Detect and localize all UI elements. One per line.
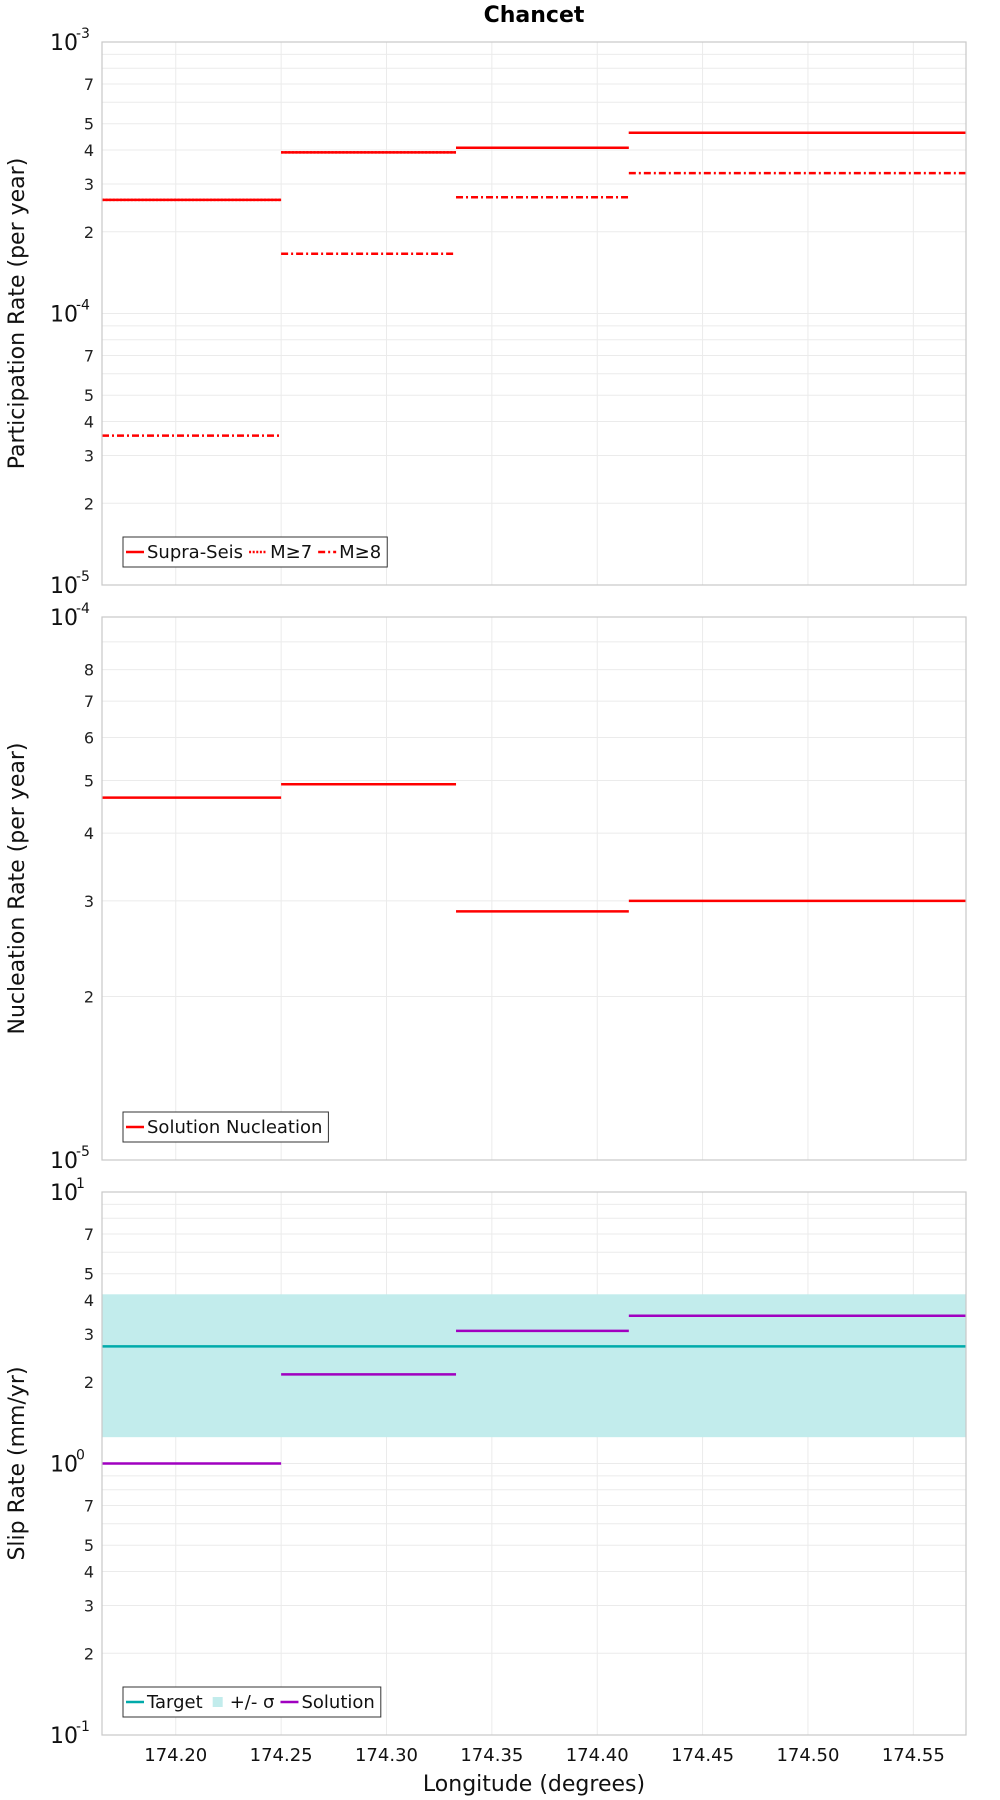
legend-label: +/- σ [230,1692,275,1713]
y-tick-label: 4 [84,413,94,432]
y-major-tick-label: 10 [50,1724,78,1749]
y-tick-label: 7 [84,1225,94,1244]
y-tick-label: 3 [84,446,94,465]
x-tick-label: 174.20 [144,1745,207,1766]
x-tick-label: 174.45 [671,1745,734,1766]
y-tick-label: 4 [84,141,94,160]
y-tick-label: 5 [84,115,94,134]
y-tick-label: 3 [84,175,94,194]
y-major-tick-label: 10 [50,606,78,631]
y-major-tick-exponent: -4 [76,601,90,617]
y-axis-label: Nucleation Rate (per year) [5,743,30,1035]
y-tick-label: 5 [84,386,94,405]
legend-label: M≥8 [339,542,381,563]
x-axis-label: Longitude (degrees) [423,1772,645,1797]
sigma-band [102,1294,966,1438]
legend-box [122,536,388,568]
y-major-tick-label: 10 [50,1453,78,1478]
y-tick-label: 4 [84,1291,94,1310]
y-tick-label: 6 [84,728,94,747]
y-major-tick-exponent: 1 [76,1176,85,1192]
y-tick-label: 2 [84,988,94,1007]
legend-label: Solution Nucleation [147,1117,322,1138]
y-tick-label: 8 [84,661,94,680]
legend-box [122,1111,329,1143]
x-tick-label: 174.35 [460,1745,523,1766]
plot-area [102,617,966,1160]
y-tick-label: 7 [84,692,94,711]
legend: Solution Nucleation [122,1111,329,1143]
y-tick-label: 7 [84,1497,94,1516]
legend-label: Supra-Seis [147,542,243,563]
x-tick-label: 174.40 [566,1745,629,1766]
y-tick-label: 7 [84,347,94,366]
y-tick-label: 3 [84,1325,94,1344]
x-tick-label: 174.30 [355,1745,418,1766]
x-tick-label: 174.25 [250,1745,313,1766]
y-tick-label: 5 [84,1265,94,1284]
y-tick-label: 2 [84,494,94,513]
legend-label: Solution [301,1692,374,1713]
y-major-tick-label: 10 [50,1149,78,1174]
x-tick-label: 174.50 [776,1745,839,1766]
y-tick-label: 4 [84,1563,94,1582]
chart-title: Chancet [484,3,585,28]
y-tick-label: 2 [84,223,94,242]
legend-label: M≥7 [270,542,312,563]
y-tick-label: 3 [84,1596,94,1615]
y-axis-label: Participation Rate (per year) [5,158,30,470]
legend-swatch [212,1697,223,1707]
plot-frame [101,1191,967,1736]
y-tick-label: 2 [84,1373,94,1392]
legend: Supra-Seis M≥7 M≥8 [122,536,388,568]
legend-label: Target [146,1692,203,1713]
y-tick-label: 3 [84,892,94,911]
y-major-tick-exponent: -3 [76,26,90,42]
plot-frame [101,616,967,1161]
y-major-tick-label: 10 [50,303,78,328]
y-major-tick-exponent: -1 [76,1719,90,1735]
y-major-tick-exponent: -4 [76,298,90,314]
legend: Target +/- σ Solution [122,1686,382,1718]
y-axis-label: Slip Rate (mm/yr) [5,1366,30,1560]
y-tick-label: 7 [84,75,94,94]
y-tick-label: 2 [84,1644,94,1663]
y-major-tick-exponent: -5 [76,1144,90,1160]
plot-frame [101,41,967,586]
y-major-tick-label: 10 [50,1181,78,1206]
y-major-tick-exponent: 0 [76,1448,85,1464]
y-tick-label: 5 [84,1536,94,1555]
y-major-tick-exponent: -5 [76,569,90,585]
y-major-tick-label: 10 [50,574,78,599]
y-major-tick-label: 10 [50,31,78,56]
legend-box [122,1686,382,1718]
y-tick-label: 4 [84,824,94,843]
y-tick-label: 5 [84,771,94,790]
x-tick-label: 174.55 [882,1745,945,1766]
